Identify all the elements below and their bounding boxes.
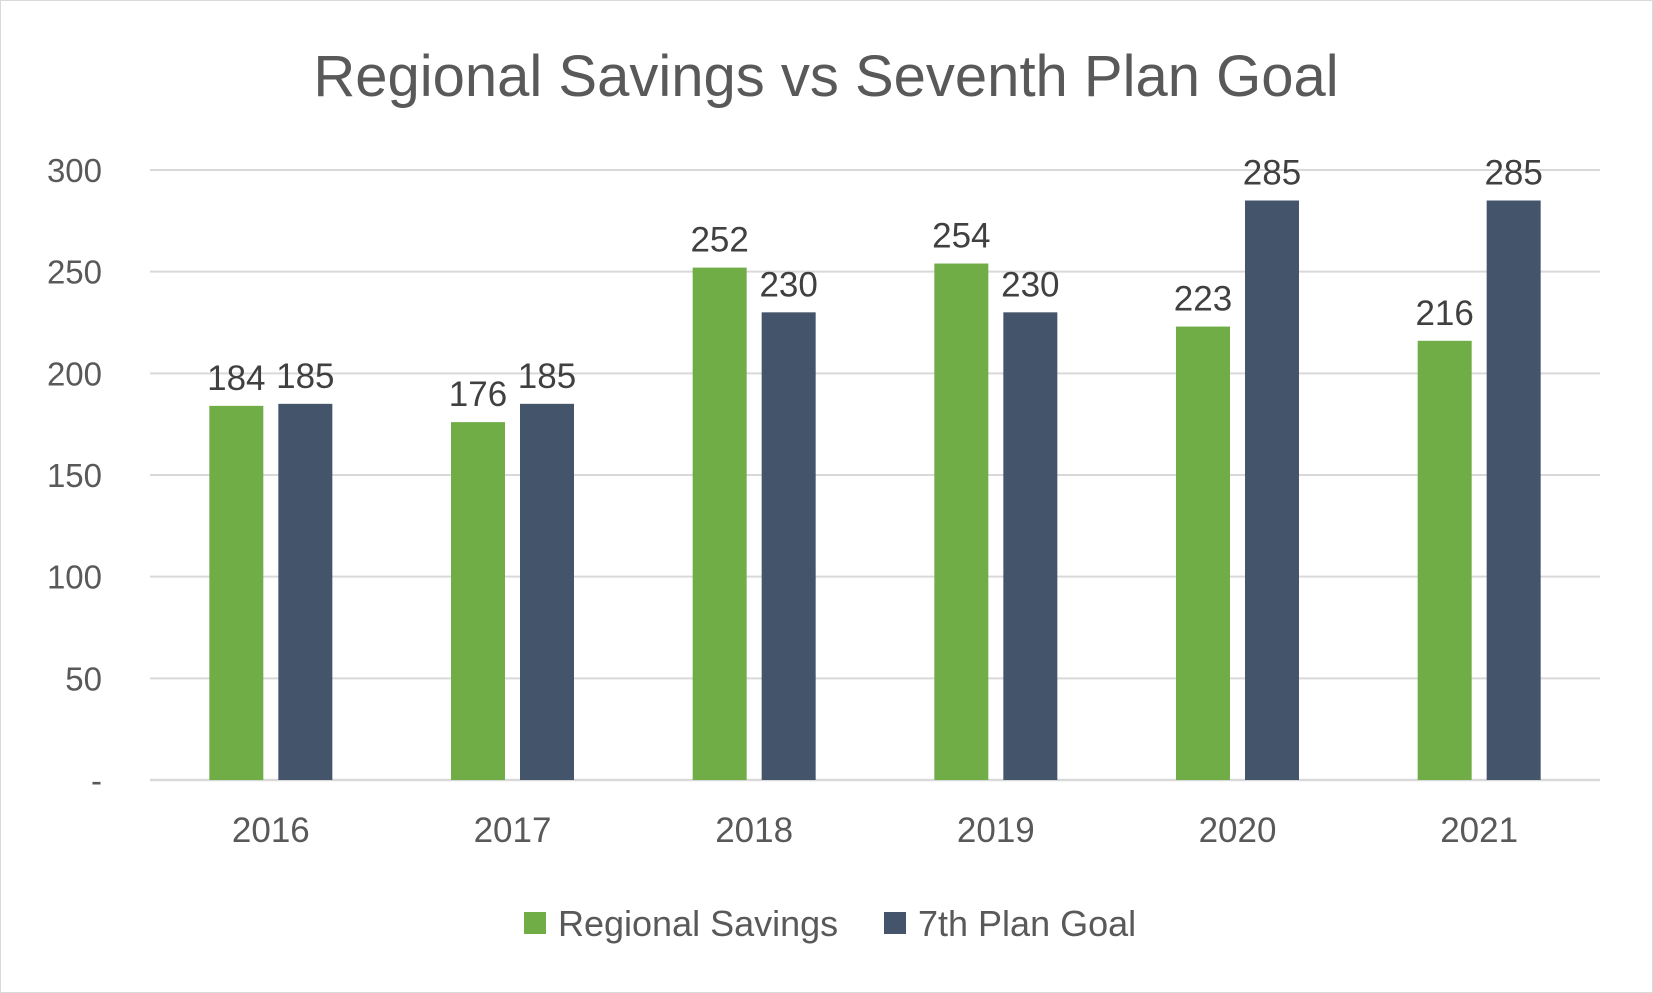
x-tick-label: 2019 (957, 811, 1035, 850)
legend: Regional Savings 7th Plan Goal (524, 903, 1136, 944)
y-axis-ticks: - 50 100 150 200 250 300 (47, 152, 102, 799)
legend-swatch (884, 912, 906, 934)
gridlines (150, 169, 1600, 782)
data-label: 216 (1415, 294, 1473, 333)
y-tick-label: 50 (65, 660, 102, 697)
y-tick-label: 300 (47, 152, 102, 189)
x-tick-label: 2017 (474, 811, 552, 850)
legend-label: Regional Savings (558, 903, 838, 944)
chart-title: Regional Savings vs Seventh Plan Goal (313, 44, 1338, 109)
x-tick-label: 2020 (1199, 811, 1277, 850)
legend-item: 7th Plan Goal (884, 903, 1136, 944)
bar (761, 312, 816, 780)
bars (209, 200, 1541, 781)
bar (209, 405, 264, 780)
y-tick-label: 250 (47, 254, 102, 291)
bar (1417, 340, 1472, 780)
data-label: 254 (932, 217, 990, 256)
data-label: 230 (759, 265, 817, 304)
data-label: 230 (1001, 265, 1059, 304)
legend-item: Regional Savings (524, 903, 838, 944)
x-tick-label: 2016 (232, 811, 310, 850)
y-tick-label: - (91, 762, 102, 799)
data-label: 252 (690, 221, 748, 260)
bar (278, 403, 333, 780)
bar (1003, 312, 1058, 780)
data-label: 285 (1484, 154, 1542, 193)
data-label: 285 (1243, 154, 1301, 193)
y-tick-label: 100 (47, 559, 102, 596)
data-labels: 184 185 176 185 252 230 254 230 223 285 216 285 (207, 154, 1543, 415)
y-tick-label: 150 (47, 457, 102, 494)
bar (1486, 200, 1541, 780)
legend-swatch (524, 912, 546, 934)
legend-label: 7th Plan Goal (918, 903, 1136, 944)
data-label: 185 (518, 357, 576, 396)
bar (1176, 326, 1230, 780)
data-label: 176 (449, 375, 507, 414)
bar (934, 263, 989, 780)
x-tick-label: 2021 (1440, 811, 1518, 850)
bar (1245, 200, 1299, 780)
bar (451, 422, 505, 780)
x-axis-ticks: 2016 2017 2018 2019 2020 2021 (232, 811, 1518, 850)
bar (520, 403, 574, 780)
data-label: 185 (276, 357, 334, 396)
data-label: 223 (1174, 280, 1232, 319)
y-tick-label: 200 (47, 355, 102, 392)
bar (692, 267, 747, 781)
data-label: 184 (207, 359, 265, 398)
x-tick-label: 2018 (715, 811, 793, 850)
